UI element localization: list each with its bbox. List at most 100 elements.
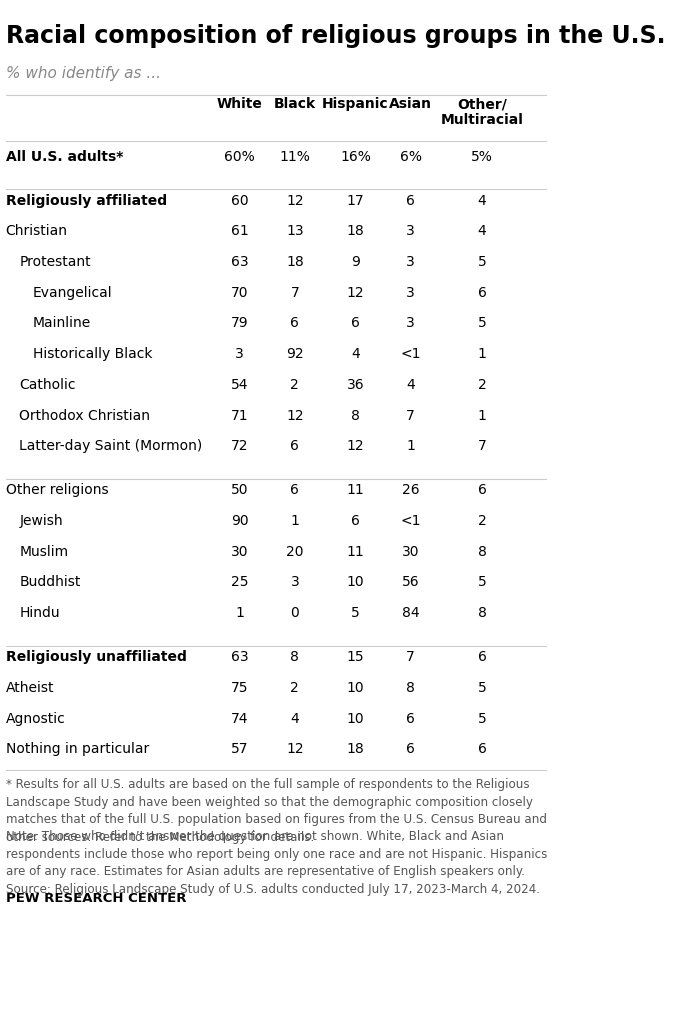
Text: Catholic: Catholic [19,378,76,392]
Text: 2: 2 [290,681,299,695]
Text: 50: 50 [231,483,249,498]
Text: 36: 36 [347,378,364,392]
Text: 7: 7 [290,286,299,300]
Text: 4: 4 [406,378,415,392]
Text: 1: 1 [477,347,486,361]
Text: 70: 70 [231,286,249,300]
Text: Black: Black [274,97,316,112]
Text: 57: 57 [231,742,249,757]
Text: PEW RESEARCH CENTER: PEW RESEARCH CENTER [5,892,186,905]
Text: Muslim: Muslim [19,545,68,559]
Text: 2: 2 [478,378,486,392]
Text: 6: 6 [351,514,360,528]
Text: Nothing in particular: Nothing in particular [5,742,149,757]
Text: 12: 12 [286,409,303,423]
Text: 5: 5 [478,316,486,331]
Text: 18: 18 [286,255,303,269]
Text: Note: Those who didn’t answer the question are not shown. White, Black and Asian: Note: Those who didn’t answer the questi… [5,830,547,896]
Text: 56: 56 [401,575,419,590]
Text: 8: 8 [406,681,415,695]
Text: 6: 6 [477,483,486,498]
Text: All U.S. adults*: All U.S. adults* [5,150,123,164]
Text: 84: 84 [401,606,419,621]
Text: * Results for all U.S. adults are based on the full sample of respondents to the: * Results for all U.S. adults are based … [5,778,547,844]
Text: 18: 18 [347,224,364,239]
Text: Mainline: Mainline [33,316,91,331]
Text: 1: 1 [290,514,299,528]
Text: 11: 11 [347,545,364,559]
Text: Hispanic: Hispanic [322,97,389,112]
Text: 3: 3 [290,575,299,590]
Text: 8: 8 [351,409,360,423]
Text: 11: 11 [347,483,364,498]
Text: 6: 6 [406,712,415,726]
Text: 90: 90 [231,514,249,528]
Text: Asian: Asian [389,97,432,112]
Text: 10: 10 [347,681,364,695]
Text: 92: 92 [286,347,303,361]
Text: 74: 74 [231,712,249,726]
Text: 60: 60 [231,194,249,208]
Text: 7: 7 [406,650,415,665]
Text: % who identify as ...: % who identify as ... [5,66,160,81]
Text: 6: 6 [406,742,415,757]
Text: 5%: 5% [471,150,493,164]
Text: Historically Black: Historically Black [33,347,153,361]
Text: 61: 61 [231,224,249,239]
Text: Orthodox Christian: Orthodox Christian [19,409,150,423]
Text: 7: 7 [406,409,415,423]
Text: 17: 17 [347,194,364,208]
Text: 13: 13 [286,224,303,239]
Text: 8: 8 [477,606,486,621]
Text: Jewish: Jewish [19,514,63,528]
Text: 4: 4 [290,712,299,726]
Text: 12: 12 [347,439,364,454]
Text: 10: 10 [347,575,364,590]
Text: 1: 1 [406,439,415,454]
Text: 4: 4 [478,224,486,239]
Text: 8: 8 [290,650,299,665]
Text: 12: 12 [347,286,364,300]
Text: 20: 20 [286,545,303,559]
Text: 72: 72 [231,439,249,454]
Text: Other/
Multiracial: Other/ Multiracial [440,97,523,127]
Text: 8: 8 [477,545,486,559]
Text: 6: 6 [290,483,299,498]
Text: 4: 4 [351,347,360,361]
Text: 11%: 11% [279,150,310,164]
Text: Agnostic: Agnostic [5,712,65,726]
Text: Religiously unaffiliated: Religiously unaffiliated [5,650,186,665]
Text: 0: 0 [290,606,299,621]
Text: 79: 79 [231,316,249,331]
Text: 6: 6 [477,286,486,300]
Text: 1: 1 [235,606,244,621]
Text: 63: 63 [231,255,249,269]
Text: 54: 54 [231,378,249,392]
Text: 10: 10 [347,712,364,726]
Text: 7: 7 [478,439,486,454]
Text: 3: 3 [406,224,415,239]
Text: 5: 5 [478,681,486,695]
Text: 6: 6 [290,439,299,454]
Text: 3: 3 [406,255,415,269]
Text: Buddhist: Buddhist [19,575,81,590]
Text: 2: 2 [290,378,299,392]
Text: 3: 3 [406,286,415,300]
Text: 63: 63 [231,650,249,665]
Text: <1: <1 [400,347,421,361]
Text: 5: 5 [478,255,486,269]
Text: Protestant: Protestant [19,255,91,269]
Text: Atheist: Atheist [5,681,54,695]
Text: Religiously affiliated: Religiously affiliated [5,194,166,208]
Text: 12: 12 [286,742,303,757]
Text: Evangelical: Evangelical [33,286,113,300]
Text: 16%: 16% [340,150,371,164]
Text: 5: 5 [478,712,486,726]
Text: 6: 6 [406,194,415,208]
Text: <1: <1 [400,514,421,528]
Text: 60%: 60% [225,150,255,164]
Text: 26: 26 [401,483,419,498]
Text: 30: 30 [402,545,419,559]
Text: 6: 6 [290,316,299,331]
Text: 5: 5 [351,606,360,621]
